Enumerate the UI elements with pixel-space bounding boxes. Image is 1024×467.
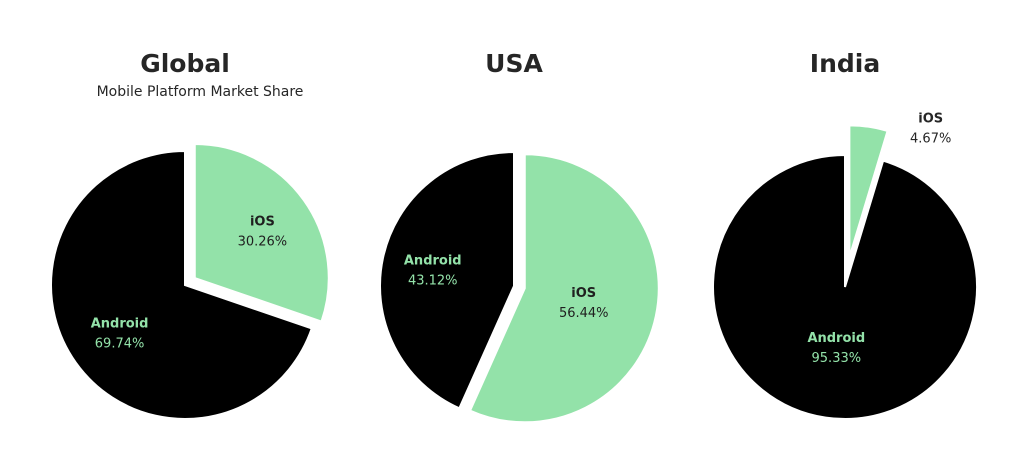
slice-label-india-android: Android	[807, 331, 865, 346]
slice-label-usa-android: Android	[404, 254, 462, 269]
pie-chart-india: India iOS 4.67% Android 95.33%	[712, 49, 978, 420]
slice-label-india-ios: iOS	[918, 112, 943, 127]
chart-title-global: Global	[140, 49, 230, 78]
slice-value-india-ios: 4.67%	[910, 132, 951, 147]
pie-slice-usa-ios	[468, 153, 660, 424]
slice-value-global-ios: 30.26%	[238, 235, 288, 250]
slice-value-usa-ios: 56.44%	[559, 306, 609, 321]
slice-label-global-android: Android	[91, 317, 149, 332]
slice-value-usa-android: 43.12%	[408, 274, 458, 289]
slice-label-usa-ios: iOS	[571, 286, 596, 301]
pie-chart-global: Global Mobile Platform Market Share iOS 30.…	[50, 49, 330, 420]
pie-slice-india-ios	[848, 124, 889, 258]
pie-slice-global-android	[50, 149, 314, 420]
slice-value-india-android: 95.33%	[812, 351, 862, 366]
pie-slice-global-ios	[193, 143, 330, 323]
pie-chart-usa: USA iOS 56.44% Android 43.12%	[379, 49, 660, 424]
pie-slice-usa-android	[379, 150, 515, 410]
chart-subtitle-global: Mobile Platform Market Share	[97, 84, 304, 100]
slice-label-global-ios: iOS	[250, 215, 275, 230]
pie-slice-india-android	[712, 153, 978, 420]
chart-title-usa: USA	[485, 49, 543, 78]
chart-title-india: India	[810, 49, 880, 78]
slice-value-global-android: 69.74%	[95, 337, 145, 352]
